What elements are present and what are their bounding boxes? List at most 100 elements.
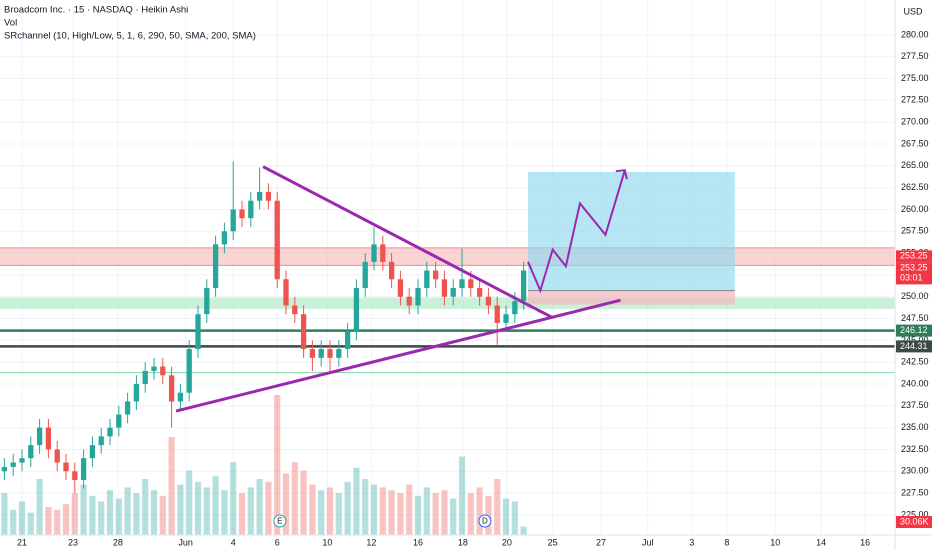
candle-body (371, 244, 377, 262)
candle-body (494, 305, 500, 323)
x-tick-label: Jun (178, 537, 193, 547)
candle-body (327, 349, 333, 358)
candle-body (1, 466, 8, 472)
volume-bar (221, 490, 228, 535)
volume-bar (230, 462, 237, 535)
candle-body (98, 436, 104, 446)
candle-body (63, 462, 69, 472)
y-tick-label: 265.00 (901, 160, 929, 170)
volume-bar (450, 498, 457, 535)
candle-body (124, 401, 131, 415)
candle-body (424, 270, 430, 289)
candle-body (283, 279, 289, 306)
event-marker (273, 514, 287, 528)
volume-bar (344, 481, 351, 535)
price-label: 246.12 (900, 325, 928, 335)
y-tick-label: 275.00 (901, 73, 929, 83)
x-tick-label: 27 (596, 537, 606, 547)
volume-bar (80, 484, 87, 535)
candle-body (142, 370, 148, 385)
volume-bar (159, 495, 166, 535)
volume-bar (54, 509, 61, 535)
volume-bar (274, 395, 281, 535)
volume-bar (186, 470, 193, 535)
volume-bar (388, 490, 395, 535)
x-tick-label: 28 (113, 537, 123, 547)
candle-body (107, 427, 113, 437)
volume-bar (423, 487, 430, 535)
candle-body (380, 244, 386, 262)
y-tick-label: 240.00 (901, 378, 929, 388)
volume-bar (150, 490, 158, 535)
candle-body (186, 349, 192, 393)
y-tick-label: 225.00 (901, 509, 929, 519)
price-label: 253.25 (900, 263, 928, 273)
price-label-box (896, 250, 932, 263)
candle-body (89, 445, 96, 459)
x-tick-label: 10 (770, 537, 780, 547)
volume-bar (370, 484, 378, 535)
volume-bar (432, 493, 439, 535)
candle-body (265, 192, 272, 201)
indicator-label: Vol (4, 18, 17, 29)
chart-title: Broadcom Inc. · 15 · NASDAQ · Heikin Ash… (4, 5, 188, 16)
candle-body (388, 261, 395, 280)
volume-bar (115, 498, 122, 535)
y-tick-label: 272.50 (901, 95, 929, 105)
volume-bar (494, 479, 501, 535)
candle-body (300, 314, 307, 350)
candle-body (160, 366, 166, 376)
candle-body (36, 427, 43, 446)
candle-body (248, 200, 254, 219)
volume-bar (353, 467, 360, 535)
event-marker (478, 514, 492, 528)
volume-label-box (896, 516, 932, 528)
volume-bar (326, 487, 334, 535)
candle-body (309, 349, 316, 358)
candle-body (336, 349, 342, 358)
candle-body (512, 301, 518, 315)
x-tick-label: 25 (548, 537, 558, 547)
volume-bar (291, 462, 298, 535)
y-tick-label: 277.50 (901, 51, 929, 61)
x-tick-label: 16 (413, 537, 423, 547)
candle-body (432, 270, 439, 280)
volume-bar (476, 487, 483, 535)
volume-bar (194, 481, 202, 535)
volume-bar (282, 473, 290, 535)
volume-bar (485, 495, 492, 535)
volume-bar (124, 487, 131, 535)
volume-bar (62, 504, 70, 535)
x-tick-label: 18 (458, 537, 468, 547)
y-tick-label: 267.50 (901, 138, 929, 148)
volume-bar (247, 487, 254, 535)
volume-bar (71, 493, 78, 535)
event-label: E (277, 517, 282, 526)
volume-bar (10, 509, 17, 535)
volume-bar (238, 493, 246, 535)
candle-body (45, 427, 52, 450)
candle-body (72, 471, 78, 481)
candle-body (318, 349, 324, 358)
volume-bar (300, 470, 307, 535)
volume-bar (309, 484, 316, 535)
candle-body (406, 296, 412, 306)
x-tick-label: 14 (816, 537, 826, 547)
volume-bar (335, 493, 342, 535)
candle-body (274, 200, 280, 280)
y-tick-label: 237.50 (901, 400, 929, 410)
volume-bar (406, 484, 413, 535)
candle-body (468, 279, 474, 289)
y-tick-label: 242.50 (901, 357, 929, 367)
volume-bar (106, 490, 114, 535)
volume-bar (1, 493, 8, 535)
candle-body (195, 314, 201, 350)
volume-bar (36, 479, 43, 535)
x-tick-label: 3 (689, 537, 694, 547)
candle-body (459, 279, 465, 289)
x-tick-label: 6 (275, 537, 280, 547)
x-tick-label: 23 (68, 537, 78, 547)
volume-bar (168, 437, 175, 535)
candle-body (204, 288, 210, 315)
